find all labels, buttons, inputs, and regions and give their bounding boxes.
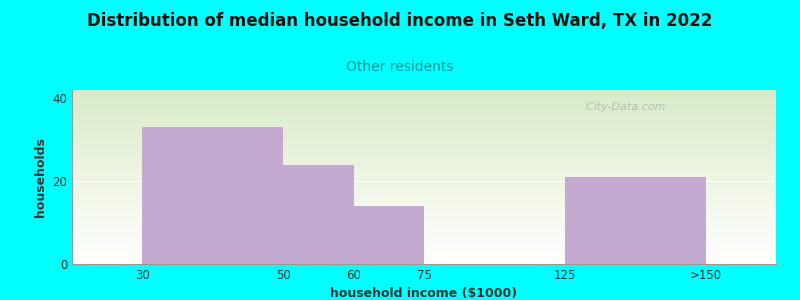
- Bar: [283, 165, 354, 264]
- Text: Distribution of median household income in Seth Ward, TX in 2022: Distribution of median household income …: [87, 12, 713, 30]
- Text: City-Data.com: City-Data.com: [579, 102, 666, 112]
- Bar: [142, 127, 283, 264]
- Bar: [565, 177, 706, 264]
- Text: Other residents: Other residents: [346, 60, 454, 74]
- X-axis label: household income ($1000): household income ($1000): [330, 287, 518, 300]
- Y-axis label: households: households: [34, 137, 46, 217]
- Bar: [354, 206, 424, 264]
